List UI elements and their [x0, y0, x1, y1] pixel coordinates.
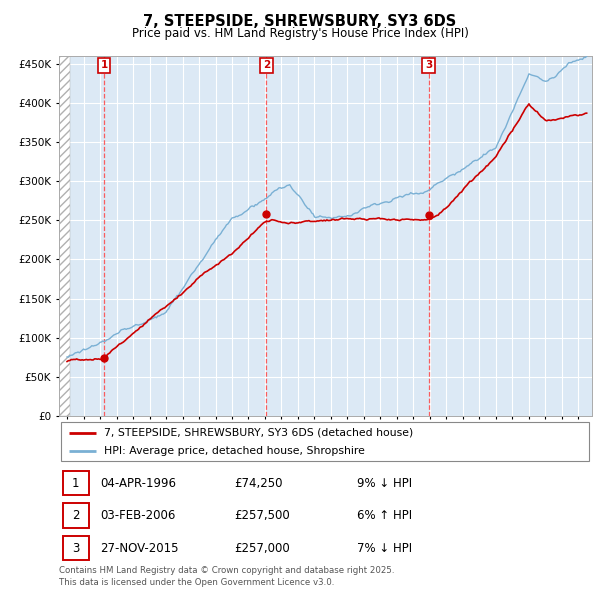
Text: 7, STEEPSIDE, SHREWSBURY, SY3 6DS (detached house): 7, STEEPSIDE, SHREWSBURY, SY3 6DS (detac… [104, 428, 413, 438]
Polygon shape [59, 56, 70, 416]
Text: 03-FEB-2006: 03-FEB-2006 [100, 509, 176, 522]
FancyBboxPatch shape [61, 422, 589, 461]
Text: 1: 1 [101, 60, 108, 70]
Text: 7% ↓ HPI: 7% ↓ HPI [357, 542, 412, 555]
FancyBboxPatch shape [63, 471, 89, 496]
Text: 04-APR-1996: 04-APR-1996 [100, 477, 176, 490]
Text: 1: 1 [72, 477, 80, 490]
Text: £257,000: £257,000 [235, 542, 290, 555]
Text: 2: 2 [72, 509, 80, 522]
FancyBboxPatch shape [63, 503, 89, 528]
Text: 2: 2 [263, 60, 270, 70]
Text: 27-NOV-2015: 27-NOV-2015 [100, 542, 179, 555]
Text: £257,500: £257,500 [235, 509, 290, 522]
Text: 3: 3 [425, 60, 432, 70]
Text: Price paid vs. HM Land Registry's House Price Index (HPI): Price paid vs. HM Land Registry's House … [131, 27, 469, 40]
Text: £74,250: £74,250 [235, 477, 283, 490]
Text: 7, STEEPSIDE, SHREWSBURY, SY3 6DS: 7, STEEPSIDE, SHREWSBURY, SY3 6DS [143, 14, 457, 29]
Text: 6% ↑ HPI: 6% ↑ HPI [357, 509, 412, 522]
FancyBboxPatch shape [63, 536, 89, 560]
Text: 3: 3 [72, 542, 80, 555]
Text: 9% ↓ HPI: 9% ↓ HPI [357, 477, 412, 490]
Text: HPI: Average price, detached house, Shropshire: HPI: Average price, detached house, Shro… [104, 446, 365, 456]
Text: Contains HM Land Registry data © Crown copyright and database right 2025.
This d: Contains HM Land Registry data © Crown c… [59, 566, 394, 587]
